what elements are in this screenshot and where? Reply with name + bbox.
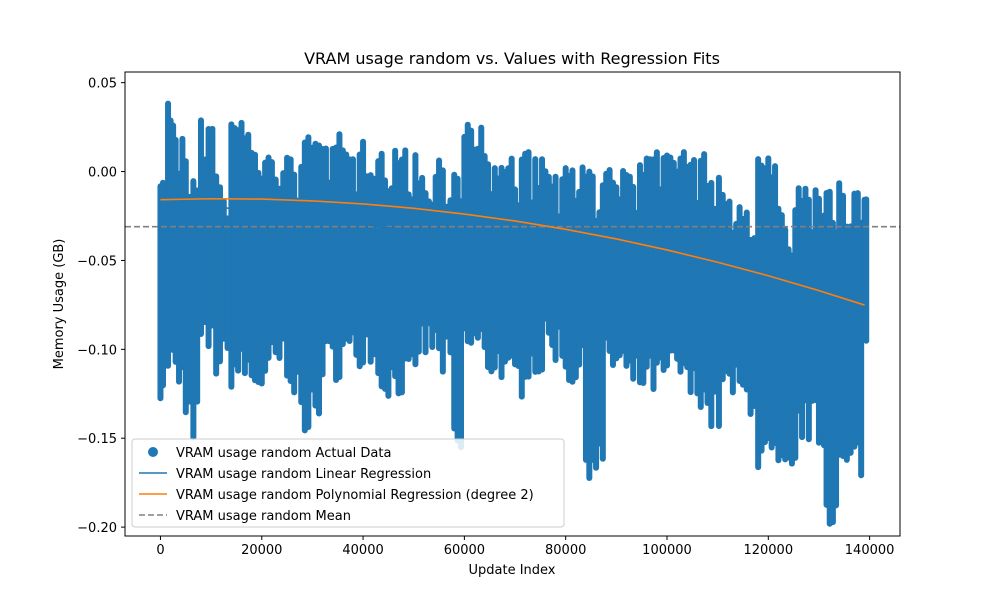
- legend-box: [131, 438, 565, 528]
- linear-regression-line: [160, 199, 865, 287]
- plot-frame: [124, 71, 901, 537]
- x-tick-label: 0: [156, 543, 164, 558]
- legend-label: VRAM usage random Linear Regression: [176, 467, 431, 482]
- legend-label: VRAM usage random Actual Data: [176, 446, 391, 461]
- x-tick-label: 120000: [743, 543, 793, 558]
- legend-marker-scatter: [148, 447, 158, 457]
- x-axis-label: Update Index: [468, 563, 555, 578]
- y-tick-label: −0.20: [77, 521, 117, 536]
- y-axis-label: Memory Usage (GB): [52, 239, 67, 370]
- y-axis: 0.05 0.00 −0.05 −0.10 −0.15 −0.20: [77, 77, 125, 536]
- x-tick-label: 140000: [845, 543, 895, 558]
- x-tick-label: 60000: [444, 543, 485, 558]
- x-tick-label: 40000: [342, 543, 383, 558]
- x-axis: 0 20000 40000 60000 80000 100000 120000 140000: [156, 536, 894, 558]
- y-tick-label: −0.05: [77, 254, 117, 269]
- polynomial-regression-line: [160, 197, 865, 306]
- legend-label: VRAM usage random Polynomial Regression …: [176, 488, 534, 503]
- x-tick-label: 100000: [642, 543, 692, 558]
- x-tick-label: 20000: [241, 543, 282, 558]
- x-tick-label: 80000: [545, 543, 586, 558]
- chart-title: VRAM usage random vs. Values with Regres…: [304, 49, 720, 68]
- y-tick-label: 0.05: [88, 77, 117, 92]
- y-tick-label: 0.00: [88, 166, 117, 181]
- plot-area: [125, 100, 900, 527]
- y-tick-label: −0.10: [77, 343, 117, 358]
- y-tick-label: −0.15: [77, 432, 117, 447]
- legend-label: VRAM usage random Mean: [176, 509, 351, 524]
- legend: VRAM usage random Actual Data VRAM usage …: [131, 438, 565, 528]
- scatter-series: [157, 100, 870, 527]
